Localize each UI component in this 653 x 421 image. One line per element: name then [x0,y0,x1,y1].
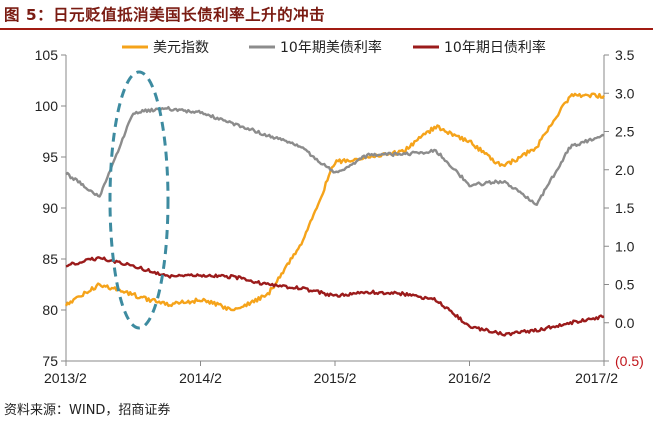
y-right-tick-label: 1.0 [615,238,635,254]
y-left-tick-label: 95 [42,149,58,165]
highlight-ellipse [108,70,170,330]
y-right-tick-label: (0.5) [615,353,644,369]
y-right-tick-label: 3.0 [615,85,635,101]
y-right-tick-label: 0.5 [615,277,635,293]
y-right-tick-label: 0.0 [615,315,635,331]
legend: 美元指数 10年期美债利率 10年期日债利率 [122,39,546,56]
x-tick-label: 2013/2 [44,370,87,386]
y-left-tick-label: 85 [42,251,58,267]
x-tick-label: 2014/2 [179,370,222,386]
x-tick-label: 2015/2 [314,370,357,386]
source-note: 资料来源：WIND，招商证券 [4,403,171,418]
series-lines [64,92,605,337]
axes: 75 80 85 90 95 100 105 (0.5) 0.0 0.5 1.0 1.5 2.0 2.5 3… [35,47,644,386]
series-line-1 [64,92,605,312]
y-left-tick-label: 90 [42,200,58,216]
x-tick-label: 2016/2 [448,370,491,386]
series-line-2 [65,105,605,207]
legend-label: 10年期日债利率 [444,39,546,56]
legend-label: 美元指数 [153,40,209,56]
y-left-tick-label: 80 [42,302,58,318]
y-left-tick-label: 100 [35,98,59,114]
y-right-tick-label: 1.5 [615,200,635,216]
title-rule [0,28,653,30]
x-tick-label: 2017/2 [575,370,618,386]
figure-title: 图 5：日元贬值抵消美国长债利率上升的冲击 [4,6,326,24]
annotations [108,70,170,330]
chart: 75 80 85 90 95 100 105 (0.5) 0.0 0.5 1.0 1.5 2.0 2.5 3… [35,39,644,386]
y-right-tick-label: 3.5 [615,47,635,63]
y-right-tick-label: 2.0 [615,162,635,178]
series-line-3 [65,256,605,337]
y-left-tick-label: 75 [42,353,58,369]
legend-label: 10年期美债利率 [280,39,382,56]
y-left-tick-label: 105 [35,47,59,63]
y-right-tick-label: 2.5 [615,124,635,140]
